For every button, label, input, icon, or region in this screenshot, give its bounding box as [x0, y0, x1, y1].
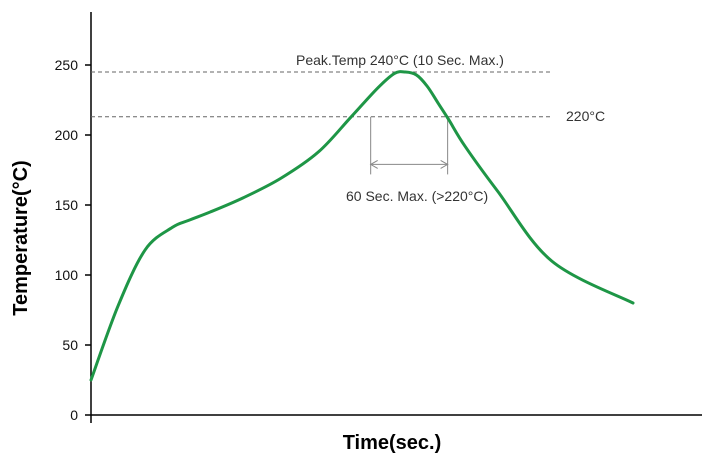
- y-tick-label: 50: [62, 337, 78, 353]
- interval-arrowhead-left: [369, 159, 378, 169]
- interval-arrowhead-right: [440, 159, 449, 169]
- y-ticks: 0 50 100 150 200 250: [55, 57, 91, 423]
- y-tick-label: 250: [55, 57, 79, 73]
- y-tick-label: 100: [55, 267, 79, 283]
- interval-label: 60 Sec. Max. (>220°C): [346, 188, 488, 204]
- ref-220-label: 220°C: [566, 108, 605, 124]
- y-tick-label: 0: [70, 407, 78, 423]
- y-tick-label: 150: [55, 197, 79, 213]
- y-tick-label: 200: [55, 127, 79, 143]
- y-axis-label: Temperature(°C): [10, 160, 32, 315]
- peak-temp-label: Peak.Temp 240°C (10 Sec. Max.): [296, 52, 504, 68]
- time-above-220-bracket: [369, 116, 449, 175]
- x-axis-label: Time(sec.): [343, 432, 442, 454]
- temperature-series-line: [89, 70, 635, 382]
